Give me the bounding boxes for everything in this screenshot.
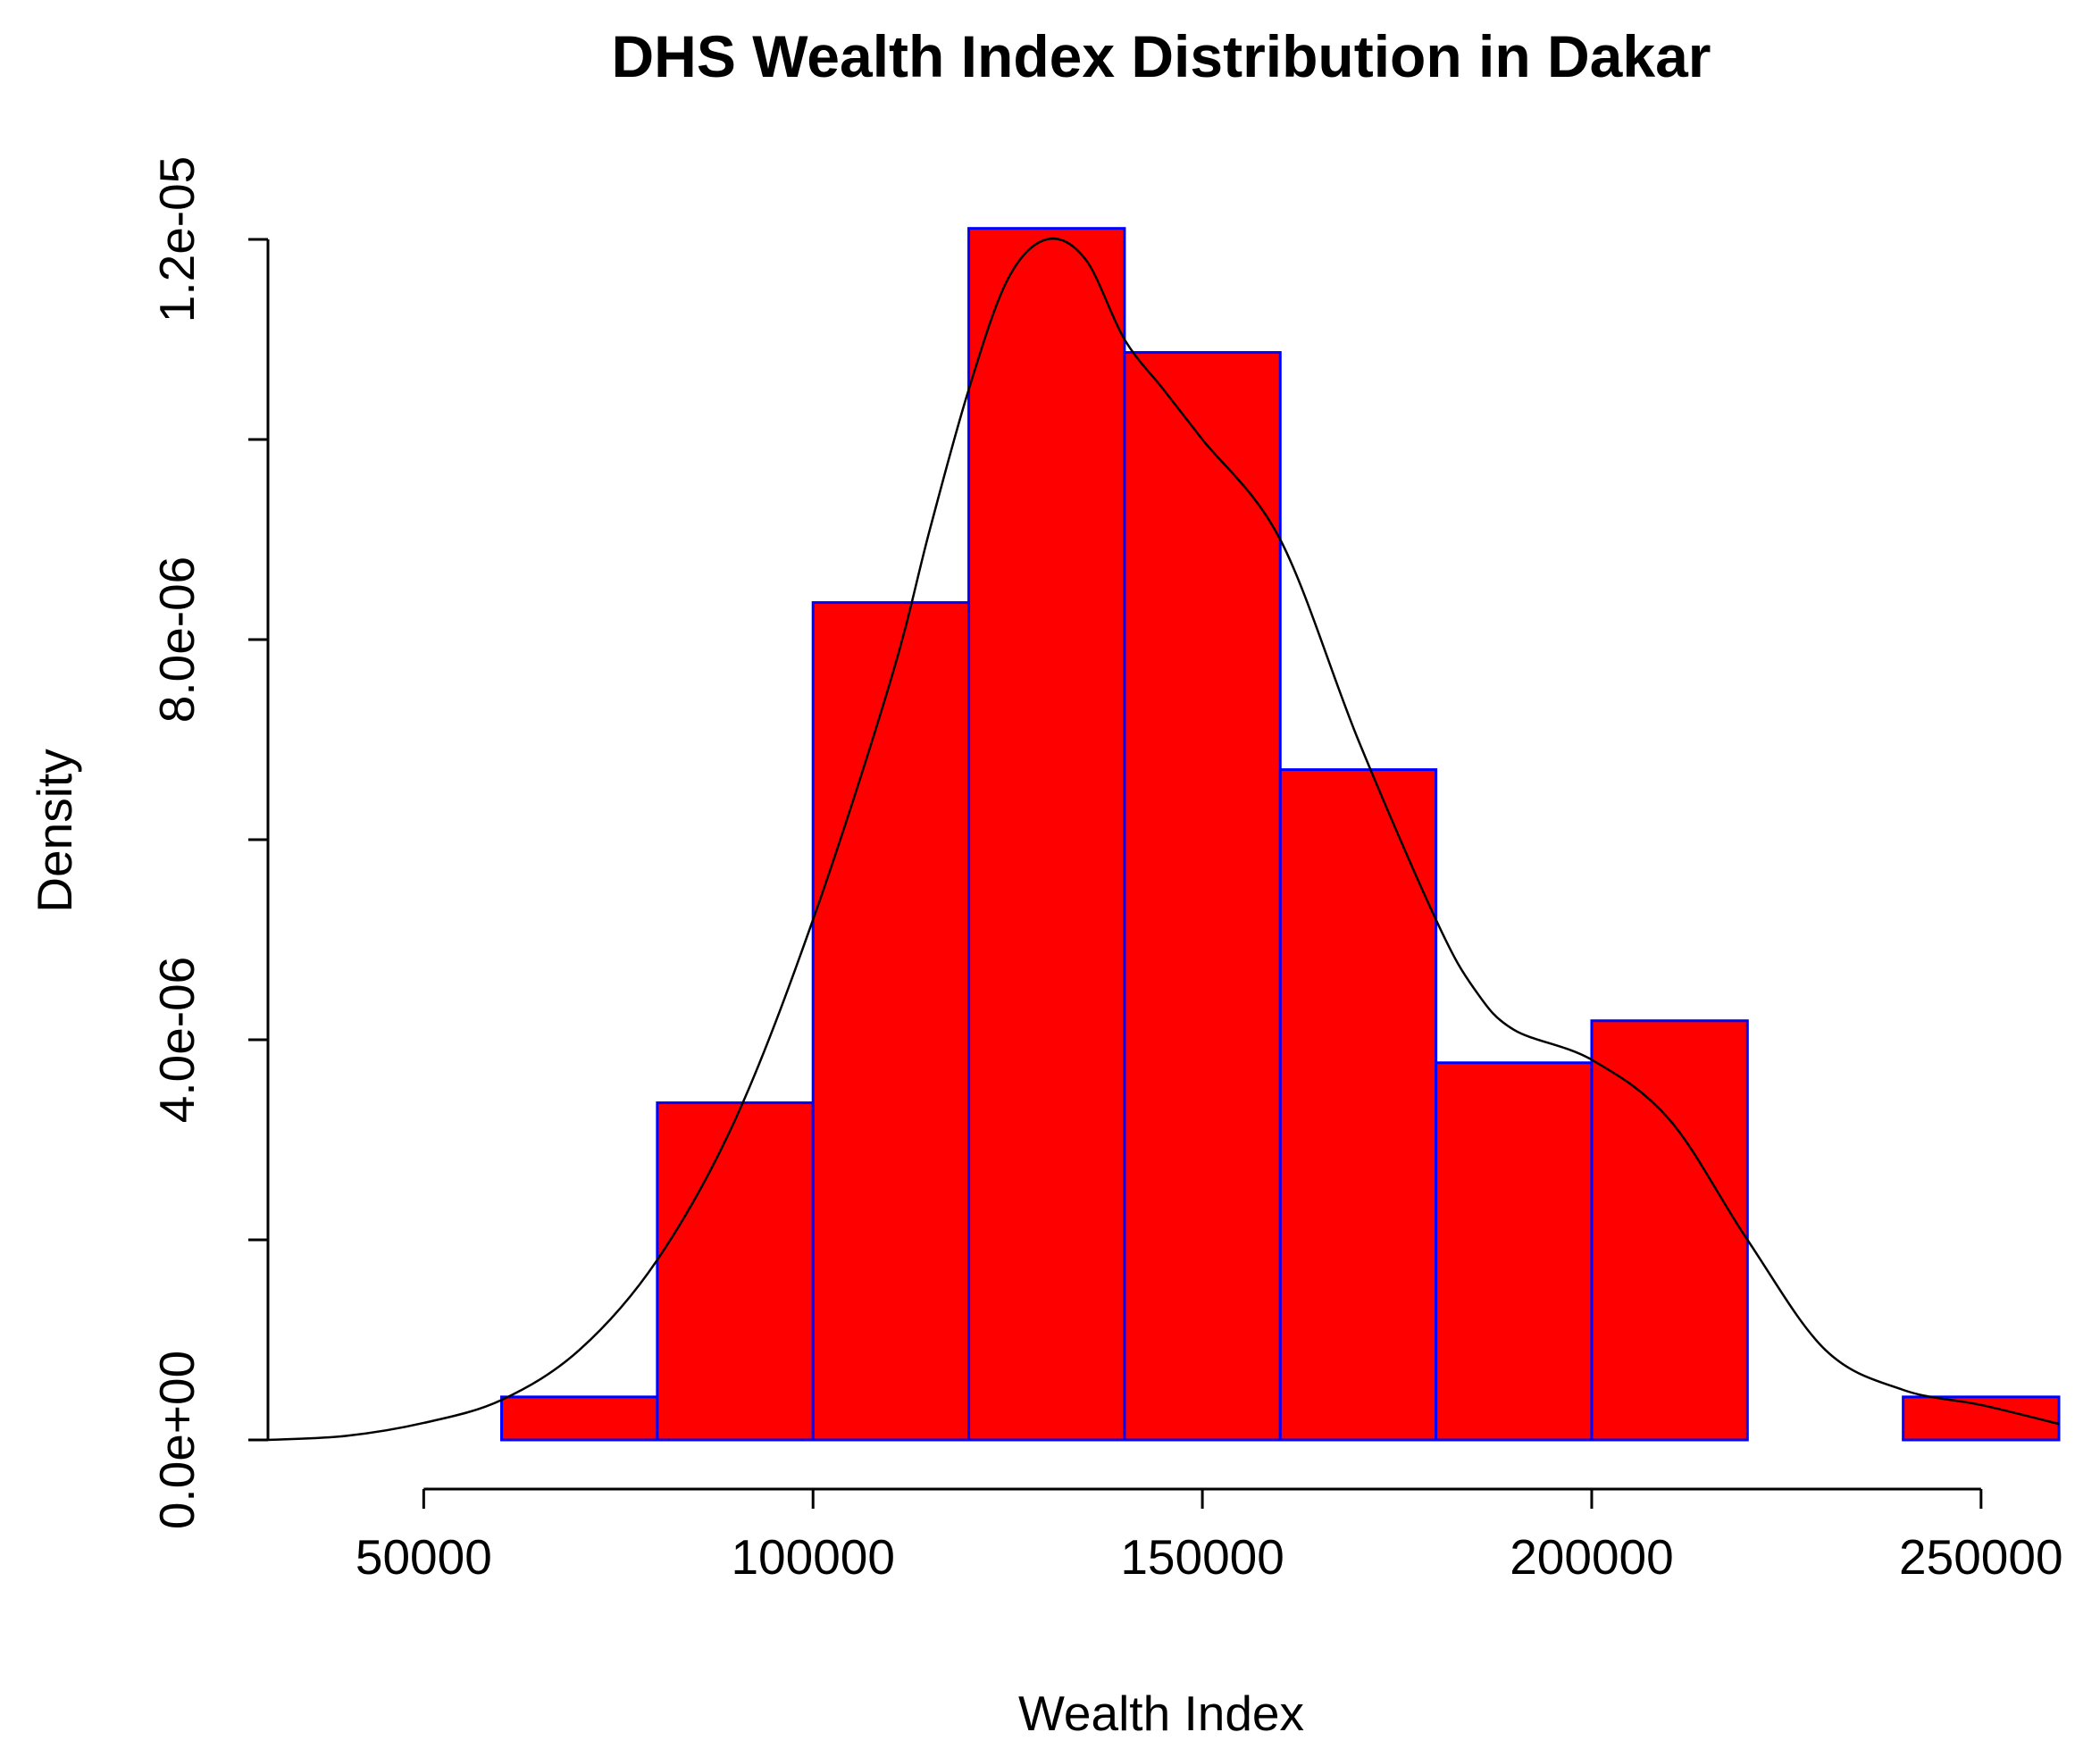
x-tick-label-3: 200000 <box>1510 1529 1674 1585</box>
y-axis: 0.0e+00 4.0e-06 8.0e-06 1.2e-05 <box>149 156 270 1529</box>
x-axis: 50000 100000 150000 200000 250000 <box>356 1487 2063 1585</box>
density-curve <box>267 237 2060 1442</box>
density-curve-layer <box>267 237 2060 1442</box>
chart-title: DHS Wealth Index Distribution in Dakar <box>612 23 1711 89</box>
y-tick-label-0: 0.0e+00 <box>149 1351 205 1529</box>
y-tick-label-6: 1.2e-05 <box>149 156 205 323</box>
y-tick-label-2: 4.0e-06 <box>149 957 205 1124</box>
histogram-bar-6 <box>1435 1061 1594 1442</box>
x-tick-label-4: 250000 <box>1899 1529 2063 1585</box>
histogram-bars <box>500 227 2061 1442</box>
histogram-bar-0 <box>500 1395 659 1442</box>
x-axis-label: Wealth Index <box>1018 1686 1304 1741</box>
histogram-bar-7 <box>1590 1019 1749 1442</box>
histogram-bar-4 <box>1123 351 1282 1442</box>
y-axis-label: Density <box>27 749 82 913</box>
histogram-bar-5 <box>1278 768 1438 1442</box>
y-tick-label-4: 8.0e-06 <box>149 556 205 724</box>
histogram-bar-1 <box>656 1101 815 1442</box>
histogram-bar-2 <box>811 601 971 1442</box>
histogram-bar-3 <box>967 227 1126 1442</box>
x-tick-label-0: 50000 <box>356 1529 492 1585</box>
x-tick-label-2: 150000 <box>1120 1529 1284 1585</box>
x-tick-label-1: 100000 <box>731 1529 895 1585</box>
